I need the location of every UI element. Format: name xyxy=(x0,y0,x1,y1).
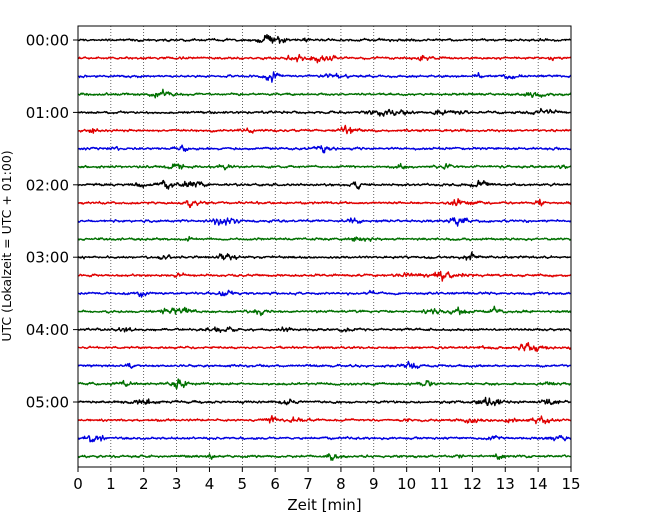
seismogram-trace xyxy=(77,326,572,333)
seismogram-trace xyxy=(77,162,572,171)
seismogram-trace xyxy=(77,305,572,317)
y-tick-label: 05:00 xyxy=(26,394,69,412)
seismogram-trace xyxy=(77,434,572,443)
seismogram-trace xyxy=(77,144,572,154)
seismogram-trace xyxy=(77,34,572,44)
plot-frame xyxy=(77,25,572,468)
seismogram-trace xyxy=(77,124,572,135)
seismogram-trace xyxy=(77,179,572,190)
seismogram-trace xyxy=(77,53,572,64)
seismogram-trace xyxy=(77,217,572,227)
x-tick-label: 11 xyxy=(430,475,449,493)
y-tick-label: 00:00 xyxy=(26,32,69,50)
x-tick-label: 7 xyxy=(303,475,313,493)
y-axis-label: UTC (Lokalzeit = UTC + 01:00) xyxy=(0,150,14,341)
seismogram-trace xyxy=(77,360,572,370)
x-tick-label: 8 xyxy=(336,475,346,493)
seismogram-trace xyxy=(77,251,572,261)
seismogram-trace xyxy=(77,107,572,117)
seismogram-trace xyxy=(77,235,572,242)
x-tick-label: 3 xyxy=(172,475,182,493)
x-tick-label: 0 xyxy=(73,475,83,493)
seismogram-trace xyxy=(77,270,572,282)
y-tick-label: 02:00 xyxy=(26,176,69,194)
x-tick-label: 12 xyxy=(463,475,482,493)
seismogram-trace xyxy=(77,289,572,298)
seismogram-trace xyxy=(77,415,572,425)
x-tick-label: 15 xyxy=(561,475,580,493)
seismogram-trace xyxy=(77,453,572,461)
x-tick-label: 10 xyxy=(397,475,416,493)
seismogram-trace xyxy=(77,88,572,99)
seismogram-trace xyxy=(77,71,572,83)
y-tick-label: 03:00 xyxy=(26,249,69,267)
x-tick-label: 14 xyxy=(529,475,548,493)
seismogram-trace xyxy=(77,378,572,390)
y-tick-layer: 00:00 01:00 02:00 03:00 04:00 05:00 xyxy=(26,32,78,412)
seismogram-trace xyxy=(77,341,572,353)
x-tick-label: 4 xyxy=(205,475,215,493)
seismogram-trace xyxy=(77,396,572,407)
x-tick-label: 9 xyxy=(369,475,379,493)
y-tick-label: 01:00 xyxy=(26,104,69,122)
x-tick-label: 6 xyxy=(270,475,280,493)
trace-layer xyxy=(77,34,572,461)
x-tick-label: 13 xyxy=(496,475,515,493)
x-tick-label: 1 xyxy=(106,475,116,493)
x-tick-layer: 0 1 2 3 4 5 6 7 8 9 10 11 12 13 14 15 xyxy=(73,467,581,493)
x-tick-label: 5 xyxy=(238,475,248,493)
x-tick-label: 2 xyxy=(139,475,149,493)
x-axis-label: Zeit [min] xyxy=(287,496,361,514)
seismogram-trace xyxy=(77,198,572,209)
y-tick-label: 04:00 xyxy=(26,321,69,339)
